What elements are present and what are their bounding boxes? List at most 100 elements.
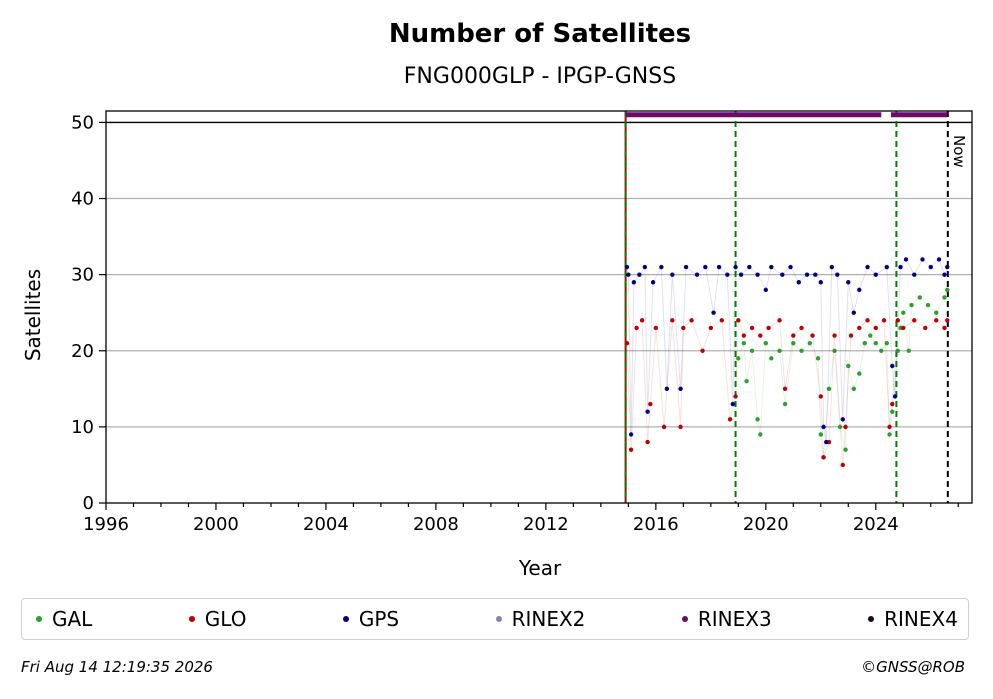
data-point [862,340,867,346]
data-point [782,401,788,407]
data-point [741,333,747,338]
y-tick-label: 10 [71,417,94,438]
data-point [758,432,763,437]
data-point [810,333,815,338]
data-point [749,325,755,331]
footer-timestamp: Fri Aug 14 12:19:35 2026 [21,658,213,676]
data-point [895,348,900,353]
data-point [755,272,760,277]
data-point [890,363,895,369]
data-point [903,257,909,262]
legend-label: GPS [358,607,400,631]
data-point [942,295,947,300]
data-point [777,348,782,353]
data-point [818,432,823,437]
data-point [884,264,889,270]
data-point [733,264,738,270]
chart-subtitle: FNG000GLP - IPGP-GNSS [404,64,676,89]
data-point [936,257,942,262]
data-point [821,424,826,430]
legend-marker [495,616,502,622]
data-point [942,272,947,277]
series-gps [624,257,950,445]
data-point [865,264,870,270]
data-point [733,394,738,399]
data-point [942,325,947,331]
data-point [730,401,736,407]
y-tick-label: 0 [83,493,94,514]
series-line [737,289,948,458]
data-point [799,325,804,331]
data-point [758,333,763,338]
legend-marker [342,616,349,622]
data-point [832,333,837,338]
data-point [906,348,911,353]
data-point [815,356,821,361]
data-point [928,264,933,270]
data-point [711,310,716,315]
data-point [766,325,771,331]
x-tick-label: 2016 [633,514,679,535]
data-point [832,348,837,353]
data-point [628,447,634,452]
data-point [645,409,650,414]
legend-item-gal: GAL [36,607,92,631]
data-point [631,280,637,285]
data-point [887,424,892,430]
data-point [807,340,812,346]
data-point [683,264,689,270]
data-point [747,264,752,270]
legend-label: RINEX4 [884,607,958,631]
data-point [865,318,870,323]
legend-item-gps: GPS [342,607,400,631]
data-point [780,272,785,277]
series-gal [736,287,950,460]
data-point [925,302,931,308]
data-point [843,424,848,430]
y-tick-label: 20 [71,341,94,362]
data-point [829,264,834,270]
x-tick-label: 2008 [413,514,459,535]
x-tick-label: 1996 [83,514,129,535]
data-point [645,439,650,445]
data-point [634,325,639,331]
data-point [934,318,939,323]
data-marks [624,112,950,468]
series-glo [624,318,950,468]
x-tick-label: 2020 [743,514,789,535]
legend-label: GAL [52,607,93,631]
y-tick-label: 50 [71,112,94,133]
data-point [769,356,774,361]
data-point [890,401,895,407]
data-point [653,325,659,331]
data-point [725,272,730,277]
now-label: Now [950,135,968,168]
data-point [681,325,686,331]
data-point [873,325,878,331]
data-point [837,424,843,430]
data-point [851,310,856,315]
legend-marker [868,616,875,622]
chart: Number of Satellites FNG000GLP - IPGP-GN… [21,19,973,580]
data-point [670,318,675,323]
data-point [840,462,845,468]
data-point [763,287,769,293]
data-point [791,333,796,338]
legend-item-rinex4: RINEX4 [868,607,958,631]
data-point [901,310,906,315]
data-point [818,394,823,399]
grid-lines: Now [106,111,972,503]
data-point [923,325,928,331]
data-point [661,424,667,430]
data-point [741,340,747,346]
data-point [708,325,714,331]
data-point [703,264,708,270]
data-point [719,318,725,323]
legend-item-glo: GLO [188,607,246,631]
data-point [700,348,705,353]
data-point [857,371,862,376]
plot-frame [105,110,973,504]
data-point [642,264,648,270]
data-point [821,455,826,460]
data-point [848,333,854,338]
